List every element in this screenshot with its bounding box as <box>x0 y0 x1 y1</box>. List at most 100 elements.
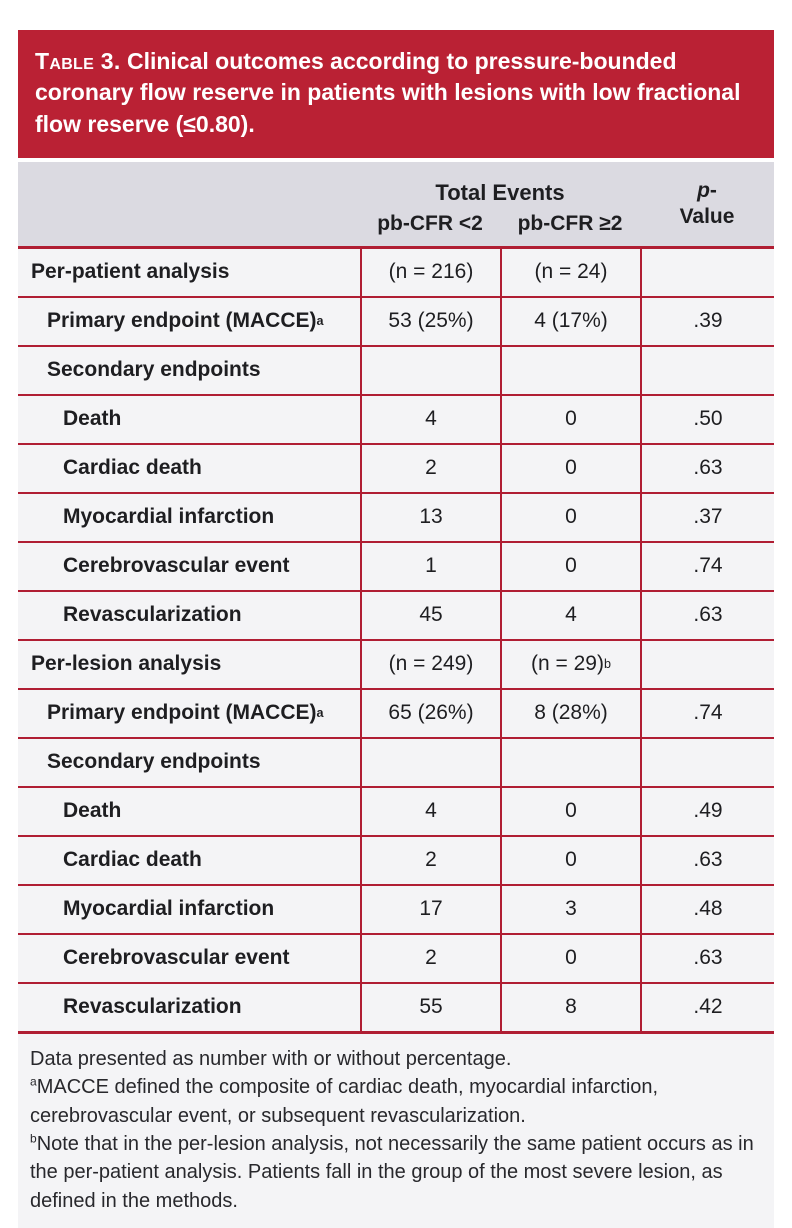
cell-p-value <box>640 640 774 688</box>
cell-pbcfr-lt2 <box>360 738 500 786</box>
row-label: Primary endpoint (MACCE) <box>47 701 317 725</box>
cell-pbcfr-ge2: 0 <box>500 542 640 590</box>
value-pbcfr-lt2: 2 <box>425 848 437 872</box>
row-label-cell: Myocardial infarction <box>18 886 360 933</box>
value-p: .49 <box>693 799 723 823</box>
cell-p-value <box>640 346 774 394</box>
cell-pbcfr-ge2: 0 <box>500 787 640 835</box>
value-p: .42 <box>693 995 723 1019</box>
table-row: Cardiac death 2 0 .63 <box>18 444 774 494</box>
row-label-cell: Revascularization <box>18 984 360 1031</box>
footnote-text: Note that in the per-lesion analysis, no… <box>30 1132 754 1212</box>
row-label: Per-lesion analysis <box>31 652 222 676</box>
value-pbcfr-ge2: 4 (17%) <box>534 309 608 333</box>
cell-pbcfr-lt2 <box>360 346 500 394</box>
row-label-cell: Cardiac death <box>18 445 360 492</box>
outcomes-table: Total Events pb-CFR <2 pb-CFR ≥2 p- Valu… <box>18 161 774 1034</box>
value-p: .63 <box>693 456 723 480</box>
row-label-cell: Secondary endpoints <box>18 739 360 786</box>
cell-p-value: .42 <box>640 983 774 1031</box>
value-pbcfr-ge2: 0 <box>565 456 577 480</box>
value-pbcfr-ge2: 0 <box>565 946 577 970</box>
cell-pbcfr-lt2: 1 <box>360 542 500 590</box>
table-row: Myocardial infarction 17 3 .48 <box>18 885 774 935</box>
p-value-line1: p- <box>697 178 717 204</box>
footnote-marker: b <box>30 1131 37 1146</box>
cell-pbcfr-lt2: 55 <box>360 983 500 1031</box>
row-label-cell: Death <box>18 396 360 443</box>
cell-p-value <box>640 248 774 296</box>
value-pbcfr-ge2: 8 <box>565 995 577 1019</box>
cell-pbcfr-ge2: (n = 24) <box>500 248 640 296</box>
cell-p-value: .39 <box>640 297 774 345</box>
row-label: Cardiac death <box>63 456 202 480</box>
cell-pbcfr-ge2: 3 <box>500 885 640 933</box>
table-header: Total Events pb-CFR <2 pb-CFR ≥2 p- Valu… <box>18 161 774 249</box>
cell-pbcfr-ge2: 8 (28%) <box>500 689 640 737</box>
table-row: Revascularization 55 8 .42 <box>18 983 774 1034</box>
cell-pbcfr-ge2: 0 <box>500 395 640 443</box>
row-label-cell: Cerebrovascular event <box>18 543 360 590</box>
value-pbcfr-lt2: 65 (26%) <box>388 701 474 725</box>
value-p: .63 <box>693 946 723 970</box>
footnotes: Data presented as number with or without… <box>18 1033 774 1228</box>
value-pbcfr-ge2: 0 <box>565 407 577 431</box>
table-row: Myocardial infarction 13 0 .37 <box>18 493 774 543</box>
value-pbcfr-lt2: 53 (25%) <box>388 309 474 333</box>
cell-p-value: .63 <box>640 836 774 884</box>
row-label: Secondary endpoints <box>47 358 261 382</box>
table-row: Per-lesion analysis (n = 249) (n = 29) b <box>18 640 774 690</box>
cell-p-value: .48 <box>640 885 774 933</box>
row-label: Death <box>63 407 122 431</box>
cell-p-value <box>640 738 774 786</box>
row-label: Myocardial infarction <box>63 897 275 921</box>
table-row: Cerebrovascular event 1 0 .74 <box>18 542 774 592</box>
cell-p-value: .63 <box>640 444 774 492</box>
value-p: .63 <box>693 603 723 627</box>
p-value-line2: Value <box>679 204 735 228</box>
cell-p-value: .63 <box>640 934 774 982</box>
table-row: Secondary endpoints <box>18 738 774 788</box>
value-pbcfr-ge2: 0 <box>565 799 577 823</box>
footnote-text: Data presented as number with or without… <box>30 1047 512 1070</box>
table-row: Primary endpoint (MACCE) a 53 (25%) 4 (17… <box>18 297 774 347</box>
value-pbcfr-ge2: 0 <box>565 505 577 529</box>
row-label-cell: Myocardial infarction <box>18 494 360 541</box>
value-pbcfr-lt2: 13 <box>419 505 443 529</box>
value-pbcfr-lt2: 1 <box>425 554 437 578</box>
row-label: Per-patient analysis <box>31 260 230 284</box>
value-p: .37 <box>693 505 723 529</box>
table-row: Cerebrovascular event 2 0 .63 <box>18 934 774 984</box>
cell-pbcfr-lt2: 2 <box>360 934 500 982</box>
value-p: .39 <box>693 309 723 333</box>
value-p: .74 <box>693 554 723 578</box>
cell-pbcfr-ge2: 0 <box>500 934 640 982</box>
header-total-events: Total Events <box>435 179 565 205</box>
value-pbcfr-lt2: 55 <box>419 995 443 1019</box>
value-pbcfr-ge2: 8 (28%) <box>534 701 608 725</box>
footnote-marker: a <box>30 1074 37 1089</box>
cell-p-value: .49 <box>640 787 774 835</box>
cell-pbcfr-ge2: 0 <box>500 836 640 884</box>
value-pbcfr-lt2: 2 <box>425 456 437 480</box>
row-label-cell: Secondary endpoints <box>18 347 360 394</box>
cell-pbcfr-ge2 <box>500 738 640 786</box>
value-p: .50 <box>693 407 723 431</box>
table-row: Death 4 0 .49 <box>18 787 774 837</box>
table-row: Secondary endpoints <box>18 346 774 396</box>
value-pbcfr-ge2: (n = 29) <box>531 652 604 676</box>
value-pbcfr-lt2: (n = 216) <box>388 260 474 284</box>
value-pbcfr-lt2: 45 <box>419 603 443 627</box>
value-pbcfr-lt2: (n = 249) <box>388 652 474 676</box>
row-label-cell: Per-lesion analysis <box>18 641 360 688</box>
value-pbcfr-ge2: (n = 24) <box>534 260 608 284</box>
row-label-cell: Primary endpoint (MACCE) a <box>47 309 324 333</box>
value-pbcfr-ge2: 0 <box>565 554 577 578</box>
cell-pbcfr-lt2: 2 <box>360 444 500 492</box>
cell-pbcfr-lt2: (n = 216) <box>360 248 500 296</box>
cell-pbcfr-ge2: 0 <box>500 444 640 492</box>
table-row: Cardiac death 2 0 .63 <box>18 836 774 886</box>
table-title-text: Clinical outcomes according to pressure-… <box>35 48 741 137</box>
value-pbcfr-lt2: 2 <box>425 946 437 970</box>
p-hyphen: - <box>709 178 717 202</box>
